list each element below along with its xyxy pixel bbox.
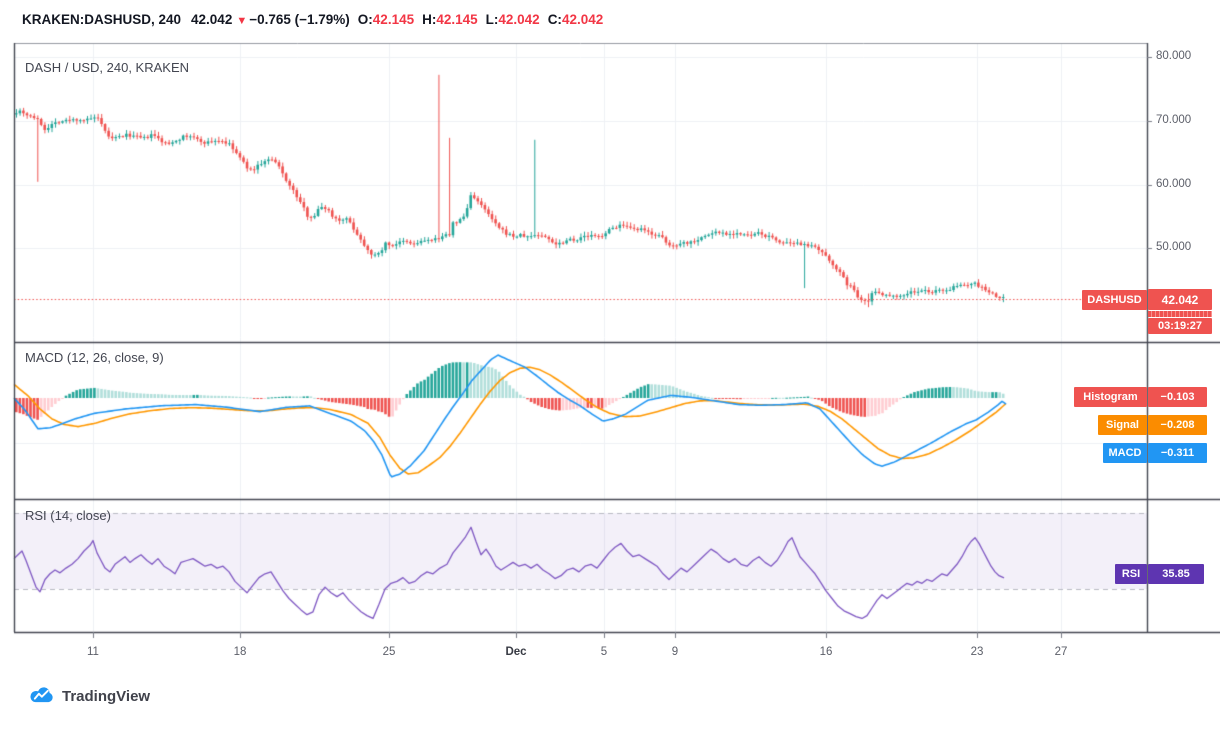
macd-panel-title[interactable]: MACD (12, 26, close, 9) — [25, 350, 164, 365]
bar-countdown-tag: 03:19:27 — [1148, 318, 1212, 334]
open-label: O: — [357, 12, 373, 27]
signal-label-tag: Signal — [1098, 415, 1147, 435]
close-label: C: — [547, 12, 562, 27]
time-axis-label: 11 — [87, 646, 99, 658]
time-axis-label: 9 — [671, 646, 679, 658]
symbol-name[interactable]: KRAKEN:DASHUSD, 240 — [22, 12, 182, 27]
histogram-label-tag: Histogram — [1074, 387, 1147, 407]
time-axis-label: 5 — [600, 646, 608, 658]
high-label: H: — [422, 12, 437, 27]
histogram-value-tag: −0.103 — [1148, 387, 1207, 407]
macd-label-tag: MACD — [1103, 443, 1147, 463]
brand-footer[interactable]: TradingView — [28, 686, 150, 706]
price-panel-title[interactable]: DASH / USD, 240, KRAKEN — [25, 60, 189, 75]
price-axis-label: 70.000 — [1156, 114, 1192, 126]
time-axis-label: 25 — [382, 646, 396, 658]
symbol-header: KRAKEN:DASHUSD, 240 42.042 ▼ −0.765 (−1.79%… — [22, 12, 603, 27]
brand-name[interactable]: TradingView — [62, 687, 151, 705]
price-axis-label: 60.000 — [1156, 178, 1192, 190]
time-axis-label: 18 — [233, 646, 247, 658]
time-axis-label: 16 — [819, 646, 833, 658]
rsi-value-tag: 35.85 — [1148, 564, 1204, 584]
tradingview-logo-icon — [30, 687, 53, 703]
low-label: L: — [485, 12, 499, 27]
signal-value-tag: −0.208 — [1148, 415, 1207, 435]
price-tag-substrip — [1148, 311, 1212, 317]
rsi-label-tag: RSI — [1115, 564, 1147, 584]
price-axis-label: 80.000 — [1156, 50, 1192, 62]
rsi-panel-title[interactable]: RSI (14, close) — [25, 508, 111, 523]
last-price-axis-tag: 42.042 — [1148, 289, 1212, 310]
open-value: 42.145 — [372, 12, 415, 27]
time-axis-label: Dec — [505, 646, 527, 658]
last-price: 42.042 — [191, 12, 233, 27]
time-axis-label: 27 — [1054, 646, 1068, 658]
close-value: 42.042 — [561, 12, 604, 27]
time-axis-label: 23 — [970, 646, 984, 658]
price-change: −0.765 (−1.79%) — [249, 12, 350, 27]
high-value: 42.145 — [436, 12, 478, 27]
price-axis-label: 50.000 — [1156, 241, 1192, 253]
low-value: 42.042 — [498, 12, 540, 27]
macd-value-tag: −0.311 — [1148, 443, 1207, 463]
down-triangle-icon: ▼ — [236, 15, 248, 27]
symbol-price-label-tag: DASHUSD — [1082, 290, 1147, 310]
